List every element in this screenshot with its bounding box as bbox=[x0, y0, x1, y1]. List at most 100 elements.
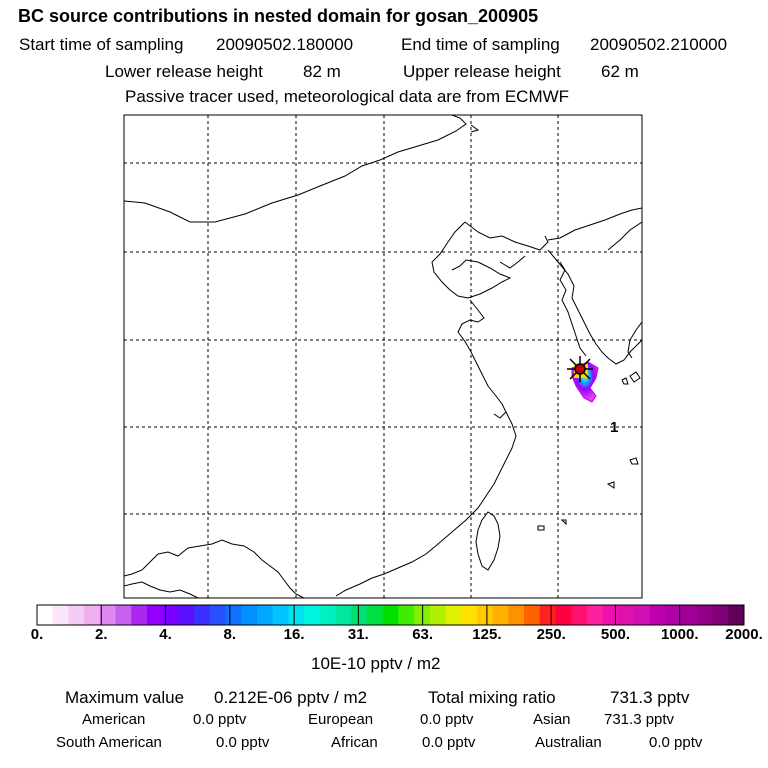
colorbar-tick-label: 4. bbox=[159, 626, 172, 643]
tracer-note: Passive tracer used, meteorological data… bbox=[125, 87, 570, 106]
map-frame bbox=[123, 114, 643, 599]
region-name: South American bbox=[56, 734, 162, 751]
colorbar-cell bbox=[398, 605, 415, 625]
colorbar-cell bbox=[146, 605, 164, 625]
border-nk-russia bbox=[607, 221, 642, 251]
colorbar-tick-label: 8. bbox=[223, 626, 237, 643]
colorbar-cell bbox=[712, 605, 729, 625]
colorbar-tick-label: 31. bbox=[347, 626, 369, 643]
colorbar-cell bbox=[304, 605, 321, 625]
coast-japan bbox=[627, 321, 642, 359]
colorbar-cell bbox=[508, 605, 525, 625]
colorbar-cell bbox=[162, 605, 179, 625]
graticule bbox=[124, 115, 642, 598]
colorbar-cell bbox=[335, 605, 352, 625]
region-value: 731.3 pptv bbox=[604, 711, 675, 728]
colorbar-cell bbox=[602, 605, 619, 625]
border-mongolia bbox=[124, 115, 467, 223]
colorbar-cell bbox=[225, 605, 242, 625]
border-northeast bbox=[470, 124, 480, 133]
colorbar-cell bbox=[52, 605, 69, 625]
colorbar-cell bbox=[131, 605, 148, 625]
colorbar-tick-label: 500. bbox=[600, 626, 631, 643]
colorbar-cell bbox=[681, 605, 698, 625]
region-name: European bbox=[308, 711, 374, 728]
colorbar-cell bbox=[68, 605, 85, 625]
colorbar-cell bbox=[241, 605, 258, 625]
start-time-value: 20090502.180000 bbox=[216, 35, 354, 54]
colorbar-tick-label: 1000. bbox=[660, 626, 699, 643]
region-name: American bbox=[82, 711, 146, 728]
colorbar-cell bbox=[539, 605, 556, 625]
island-jeju-kyushu bbox=[621, 371, 641, 385]
colorbar-tick-label: 0. bbox=[30, 626, 44, 643]
colorbar-cell bbox=[728, 605, 745, 625]
colorbar-cell bbox=[194, 605, 211, 625]
colorbar-cell bbox=[84, 605, 101, 625]
colorbar-cell bbox=[272, 605, 289, 625]
colorbar-tick-label: 2. bbox=[95, 626, 108, 643]
colorbar-units: 10E-10 pptv / m2 bbox=[311, 654, 441, 673]
colorbar-cell bbox=[366, 605, 384, 625]
lower-height-label: Lower release height bbox=[105, 62, 263, 81]
upper-height-value: 62 m bbox=[601, 62, 639, 81]
region-value: 0.0 pptv bbox=[649, 734, 703, 751]
colorbar-cell bbox=[696, 605, 714, 625]
colorbar-tick-label: 63. bbox=[412, 626, 434, 643]
colorbar-cell bbox=[649, 605, 666, 625]
end-time-label: End time of sampling bbox=[401, 35, 560, 54]
region-value: 0.0 pptv bbox=[420, 711, 474, 728]
border-korea-china bbox=[547, 207, 642, 241]
coast-east-china bbox=[335, 411, 517, 597]
colorbar-cell bbox=[461, 605, 478, 625]
colorbar-cell bbox=[209, 605, 227, 625]
colorbar-cell bbox=[665, 605, 682, 625]
coast-shandong bbox=[457, 299, 507, 419]
coast-liaodong bbox=[499, 255, 526, 269]
colorbar-cell bbox=[476, 605, 494, 625]
total-mixing-label: Total mixing ratio bbox=[428, 688, 556, 707]
region-name: Asian bbox=[533, 711, 571, 728]
colorbar-cell bbox=[492, 605, 509, 625]
coast-bohai bbox=[431, 221, 549, 299]
max-value: 0.212E-06 pptv / m2 bbox=[214, 688, 368, 707]
colorbar-cell bbox=[256, 605, 274, 625]
region-value: 0.0 pptv bbox=[216, 734, 270, 751]
region-name: African bbox=[331, 734, 378, 751]
colorbar-cell bbox=[178, 605, 195, 625]
colorbar-cell bbox=[351, 605, 368, 625]
colorbar-cell bbox=[586, 605, 604, 625]
colorbar-tick-label: 2000. bbox=[725, 626, 763, 643]
upper-height-label: Upper release height bbox=[403, 62, 561, 81]
island-taiwan bbox=[475, 511, 501, 571]
region-value: 0.0 pptv bbox=[193, 711, 247, 728]
colorbar-cell bbox=[288, 605, 305, 625]
colorbar-cell bbox=[555, 605, 572, 625]
marker-label: 1 bbox=[610, 419, 618, 436]
max-value-label: Maximum value bbox=[65, 688, 185, 707]
colorbar-cell bbox=[99, 605, 117, 625]
colorbar-cell bbox=[429, 605, 446, 625]
colorbar-cell bbox=[37, 605, 54, 625]
border-laos bbox=[124, 581, 199, 598]
colorbar-cell bbox=[524, 605, 541, 625]
total-mixing-value: 731.3 pptv bbox=[610, 688, 690, 707]
colorbar-cell bbox=[115, 605, 132, 625]
receptor-marker bbox=[567, 356, 593, 382]
colorbar-cell bbox=[445, 605, 462, 625]
border-south-china bbox=[124, 539, 305, 598]
start-time-label: Start time of sampling bbox=[19, 35, 184, 54]
colorbar-tick-label: 125. bbox=[472, 626, 502, 643]
end-time-value: 20090502.210000 bbox=[590, 35, 728, 54]
colorbar-cell bbox=[382, 605, 399, 625]
region-value: 0.0 pptv bbox=[422, 734, 476, 751]
region-name: Australian bbox=[535, 734, 602, 751]
lower-height-value: 82 m bbox=[303, 62, 341, 81]
colorbar-tick-label: 16. bbox=[283, 626, 305, 643]
colorbar-cell bbox=[319, 605, 337, 625]
islands-ryukyu bbox=[537, 457, 639, 531]
coast-korea bbox=[547, 249, 642, 365]
colorbar-cell bbox=[634, 605, 651, 625]
